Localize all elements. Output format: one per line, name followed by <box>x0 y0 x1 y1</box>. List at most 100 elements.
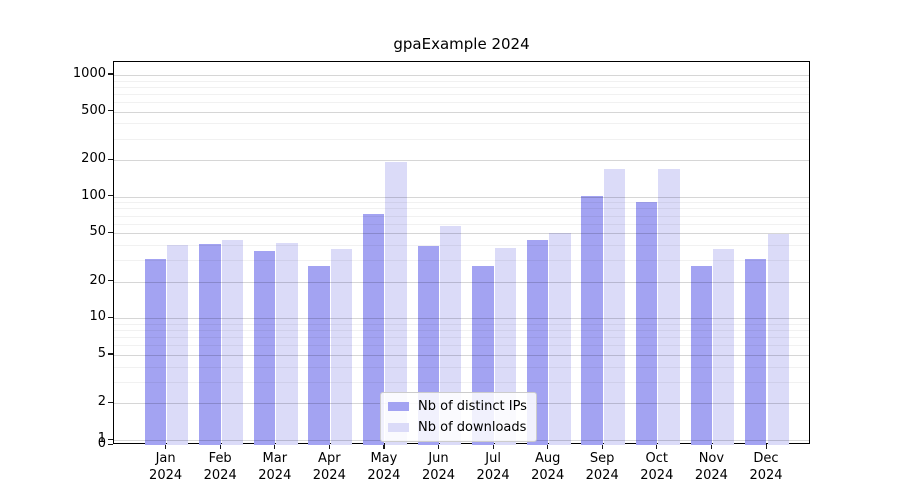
x-tick-label-apr: Apr 2024 <box>312 451 346 483</box>
gridline-minor-6 <box>114 345 809 347</box>
y-tick-label-200: 200 <box>81 151 106 166</box>
x-tick-oct <box>656 444 658 449</box>
bar-downloads-may <box>385 161 407 446</box>
x-tick-mar <box>274 444 276 449</box>
x-tick-label-feb: Feb 2024 <box>203 451 237 483</box>
gridline-minor-600 <box>114 101 809 103</box>
bar-distinct-ips-dec <box>745 258 767 446</box>
x-tick-label-jan: Jan 2024 <box>149 451 183 483</box>
bar-distinct-ips-apr <box>308 265 330 446</box>
bar-distinct-ips-sep <box>581 195 603 446</box>
x-tick-sep <box>601 444 603 449</box>
gridline-minor-400 <box>114 123 809 125</box>
legend-swatch-downloads <box>388 423 409 432</box>
bar-downloads-feb <box>221 240 244 446</box>
y-tick-label-5: 5 <box>97 345 106 361</box>
bar-distinct-ips-mar <box>253 250 276 446</box>
gridline-minor-40 <box>114 245 809 246</box>
gridline-minor-60 <box>114 223 809 225</box>
x-tick-jun <box>438 444 440 449</box>
x-tick-aug <box>547 444 549 449</box>
gridline-major-500 <box>114 111 809 113</box>
legend-swatch-distinct-ips <box>388 402 409 411</box>
x-tick-label-aug: Aug 2024 <box>531 451 565 483</box>
gridline-minor-4 <box>114 366 809 368</box>
y-tick-label-500: 500 <box>81 102 106 118</box>
x-tick-apr <box>328 444 330 449</box>
gridline-minor-8 <box>114 330 809 332</box>
y-tick-50 <box>108 231 113 233</box>
gridline-minor-30 <box>114 260 809 262</box>
x-tick-feb <box>219 444 221 449</box>
bar-distinct-ips-may <box>363 214 385 446</box>
y-tick-200 <box>108 158 113 160</box>
bar-downloads-jan <box>167 245 189 446</box>
bar-distinct-ips-jan <box>144 258 167 446</box>
x-tick-label-oct: Oct 2024 <box>640 451 674 483</box>
x-tick-label-may: May 2024 <box>367 451 401 483</box>
gridline-major-200 <box>114 160 809 161</box>
y-tick-100 <box>108 195 113 197</box>
bar-downloads-nov <box>712 249 735 446</box>
gridline-major-1000 <box>114 74 809 76</box>
gridline-major-5 <box>114 354 809 356</box>
x-tick-label-sep: Sep 2024 <box>585 451 619 483</box>
x-tick-jul <box>492 444 494 449</box>
bar-downloads-apr <box>330 249 353 446</box>
bar-downloads-oct <box>658 169 680 446</box>
gridline-minor-300 <box>114 138 809 140</box>
legend-label-distinct-ips: Nb of distinct IPs <box>418 399 527 414</box>
y-tick-label-1000: 1000 <box>72 65 106 81</box>
bar-downloads-aug <box>549 233 571 446</box>
y-tick-label-0: 0 <box>97 436 106 452</box>
grid-layer <box>114 62 809 443</box>
legend-label-downloads: Nb of downloads <box>418 420 527 435</box>
gridline-minor-80 <box>114 208 809 210</box>
x-tick-label-mar: Mar 2024 <box>258 451 292 483</box>
y-tick-1 <box>108 438 113 440</box>
y-tick-label-50: 50 <box>89 224 106 240</box>
y-tick-1000 <box>108 73 113 75</box>
gridline-major-50 <box>114 233 809 235</box>
y-tick-label-2: 2 <box>97 394 106 410</box>
gridline-minor-70 <box>114 215 809 217</box>
gridline-minor-7 <box>114 337 809 339</box>
y-tick-20 <box>108 280 113 282</box>
y-tick-label-100: 100 <box>81 187 106 203</box>
y-tick-label-20: 20 <box>89 272 106 288</box>
bar-downloads-dec <box>767 234 789 446</box>
gridline-minor-800 <box>114 86 809 88</box>
y-tick-0 <box>108 443 113 445</box>
legend: Nb of distinct IPs Nb of downloads <box>380 392 537 442</box>
bar-distinct-ips-nov <box>690 265 712 446</box>
bar-distinct-ips-oct <box>635 202 658 446</box>
gridline-major-100 <box>114 196 809 198</box>
legend-item-downloads: Nb of downloads <box>388 419 527 436</box>
x-tick-dec <box>765 444 767 449</box>
x-tick-nov <box>710 444 713 449</box>
gridline-minor-900 <box>114 80 809 82</box>
bar-downloads-mar <box>276 242 298 446</box>
x-tick-label-jul: Jul 2024 <box>476 451 510 483</box>
gridline-minor-9 <box>114 323 809 325</box>
legend-item-distinct-ips: Nb of distinct IPs <box>388 398 527 415</box>
gridline-major-10 <box>114 318 809 320</box>
x-tick-label-jun: Jun 2024 <box>421 451 456 483</box>
bar-distinct-ips-feb <box>199 243 221 446</box>
gridline-major-20 <box>114 281 809 283</box>
x-tick-label-dec: Dec 2024 <box>749 451 783 483</box>
gridline-minor-90 <box>114 202 809 204</box>
y-tick-10 <box>108 316 113 318</box>
bar-downloads-sep <box>603 169 626 446</box>
gridline-minor-3 <box>114 381 809 383</box>
y-tick-2 <box>108 401 113 404</box>
gridline-minor-700 <box>114 93 809 95</box>
y-tick-500 <box>108 110 113 112</box>
y-tick-label-1: 1 <box>97 431 106 446</box>
x-tick-jan <box>165 444 167 449</box>
x-tick-label-nov: Nov 2024 <box>694 451 728 483</box>
bar-downloads-jun <box>440 226 462 446</box>
plot-area <box>113 61 810 446</box>
chart-title: gpaExample 2024 <box>393 35 530 53</box>
